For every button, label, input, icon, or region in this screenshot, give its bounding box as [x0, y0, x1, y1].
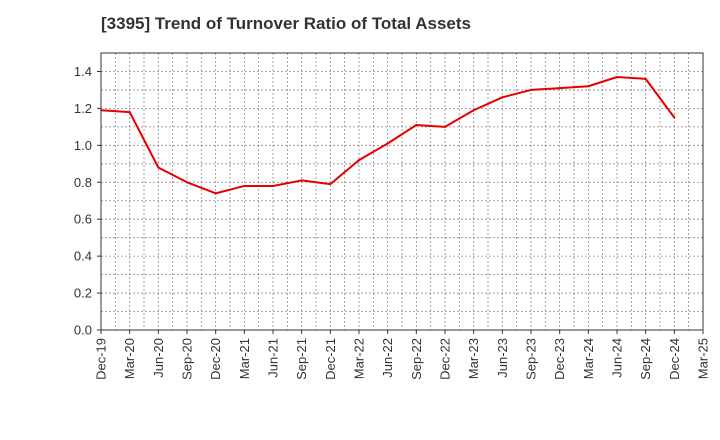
- y-tick-label: 0.6: [74, 212, 92, 227]
- data-point: [644, 77, 647, 80]
- data-point: [186, 181, 188, 184]
- plot-area: [101, 53, 703, 330]
- data-point: [272, 184, 274, 187]
- x-tick-label: Mar-23: [466, 338, 481, 379]
- plot-frame: [100, 52, 704, 331]
- x-tick-label: Mar-20: [122, 338, 137, 379]
- x-tick-label: Dec-24: [667, 338, 682, 380]
- x-tick-label: Mar-24: [581, 338, 596, 379]
- x-tick-label: Jun-24: [610, 338, 625, 378]
- data-point: [100, 109, 102, 112]
- x-tick-label: Dec-21: [323, 338, 338, 380]
- x-tick-label: Mar-22: [352, 338, 367, 379]
- x-tick-label: Mar-21: [237, 338, 252, 379]
- chart-title: [3395] Trend of Turnover Ratio of Total …: [101, 14, 471, 33]
- data-point: [300, 179, 303, 182]
- y-tick-label: 1.4: [74, 64, 92, 79]
- data-point: [444, 125, 446, 128]
- y-tick-label: 1.2: [74, 101, 92, 116]
- data-point: [530, 88, 532, 91]
- data-point: [472, 109, 475, 112]
- x-tick-label: Sep-22: [409, 338, 424, 380]
- data-point: [616, 76, 618, 79]
- x-tick-label: Mar-25: [696, 338, 711, 379]
- x-tick-label: Dec-19: [94, 338, 109, 380]
- data-point: [214, 192, 217, 195]
- x-tick-label: Jun-21: [266, 338, 281, 378]
- data-point: [329, 183, 332, 186]
- x-tick-label: Jun-23: [495, 338, 510, 378]
- data-point: [157, 166, 160, 169]
- y-tick-label: 1.0: [74, 138, 92, 153]
- data-point: [501, 96, 504, 99]
- x-tick-label: Sep-20: [180, 338, 195, 380]
- data-point: [243, 184, 246, 187]
- y-tick-label: 0.4: [74, 249, 92, 264]
- y-tick-label: 0.0: [74, 323, 92, 338]
- x-tick-label: Dec-23: [552, 338, 567, 380]
- y-tick-label: 0.2: [74, 286, 92, 301]
- x-tick-label: Sep-23: [524, 338, 539, 380]
- data-point: [587, 85, 590, 88]
- data-point: [386, 142, 389, 145]
- x-tick-label: Dec-22: [438, 338, 453, 380]
- data-point: [358, 159, 360, 162]
- y-tick-label: 0.8: [74, 175, 92, 190]
- data-point: [415, 124, 418, 127]
- x-tick-label: Jun-22: [380, 338, 395, 378]
- x-tick-label: Dec-20: [208, 338, 223, 380]
- x-tick-label: Sep-24: [638, 338, 653, 380]
- data-point: [558, 87, 561, 90]
- data-point: [128, 111, 131, 114]
- x-tick-label: Sep-21: [294, 338, 309, 380]
- x-tick-label: Jun-20: [151, 338, 166, 378]
- data-point: [673, 116, 676, 119]
